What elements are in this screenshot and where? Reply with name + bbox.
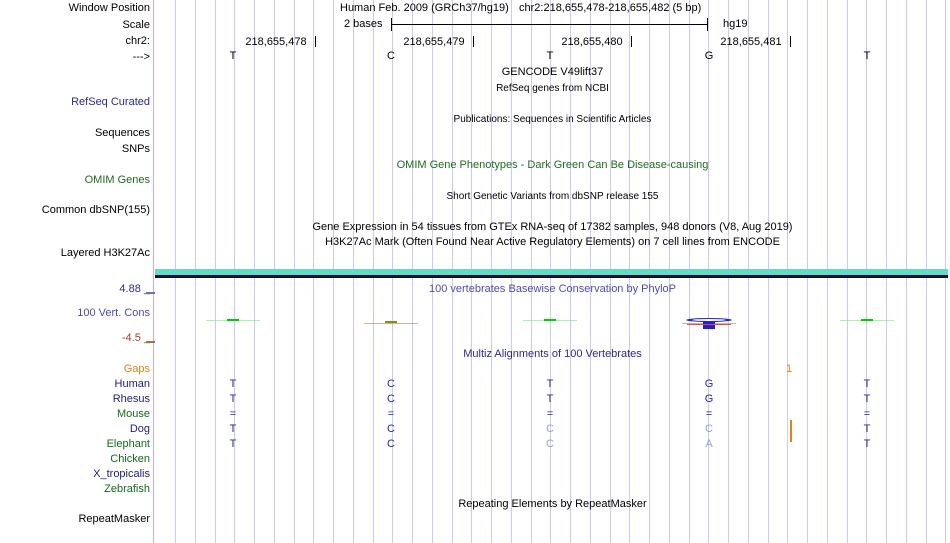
phylop-max-tick xyxy=(146,292,155,294)
alignment-base-mouse: = xyxy=(546,408,554,420)
ruler-coord-label: 218,655,479 xyxy=(403,36,465,48)
scale-bar-tick-left xyxy=(391,18,392,31)
phylop-lens-highlight xyxy=(692,319,726,321)
phylop-bar[interactable] xyxy=(544,319,556,321)
ruler-coord-label: 218,655,481 xyxy=(720,36,782,48)
ruler-base-letter: T xyxy=(229,50,237,62)
track-title-publications[interactable]: Publications: Sequences in Scientific Ar… xyxy=(453,114,652,125)
alignment-base-human: T xyxy=(546,378,554,390)
phylop-min-tick xyxy=(146,341,155,343)
track-title-repeatmasker-title[interactable]: Repeating Elements by RepeatMasker xyxy=(458,498,647,510)
track-title-h3k27ac-desc[interactable]: H3K27Ac Mark (Often Found Near Active Re… xyxy=(325,236,780,248)
scale-bar-tick-right xyxy=(707,18,708,31)
assembly-short-label: hg19 xyxy=(723,18,748,30)
ruler-base-letter: C xyxy=(387,50,395,62)
assembly-title: Human Feb. 2009 (GRCh37/hg19) xyxy=(340,2,509,14)
side-label-dog[interactable]: Dog xyxy=(129,423,150,435)
side-label-rhesus[interactable]: Rhesus xyxy=(112,393,150,405)
gaps-count-label[interactable]: 1 xyxy=(785,363,793,375)
alignment-base-elephant: A xyxy=(705,438,713,450)
side-label-phylop-max[interactable]: 4.88 _ xyxy=(119,283,150,295)
alignment-base-elephant: C xyxy=(387,438,395,450)
side-label-scale[interactable]: Scale xyxy=(122,19,150,31)
side-label-repeatmasker[interactable]: RepeatMasker xyxy=(78,513,150,525)
alignment-base-elephant: T xyxy=(229,438,237,450)
track-title-phylop-title[interactable]: 100 vertebrates Basewise Conservation by… xyxy=(428,283,677,295)
alignment-base-human: C xyxy=(387,378,395,390)
left-boundary-rule xyxy=(153,0,154,543)
ruler-coord-label: 218,655,478 xyxy=(245,36,307,48)
side-label-sequences[interactable]: Sequences xyxy=(94,127,150,139)
side-label-human[interactable]: Human xyxy=(114,378,150,390)
ruler-base-letter: T xyxy=(863,50,871,62)
alignment-base-dog: C xyxy=(705,423,713,435)
track-title-multiz-title[interactable]: Multiz Alignments of 100 Vertebrates xyxy=(463,348,642,360)
alignment-base-dog: T xyxy=(863,423,871,435)
side-label-zebrafish[interactable]: Zebrafish xyxy=(104,483,150,495)
ruler-tick xyxy=(631,36,632,47)
alignment-base-human: G xyxy=(704,378,714,390)
ruler-tick xyxy=(315,36,316,47)
position-text: chr2:218,655,478-218,655,482 (5 bp) xyxy=(519,2,702,14)
side-label-phylop-min[interactable]: -4.5 _ xyxy=(121,332,150,344)
ruler-base-letter: T xyxy=(546,50,554,62)
scale-label: 2 bases xyxy=(344,18,383,30)
alignment-base-dog: T xyxy=(229,423,237,435)
alignment-base-rhesus: T xyxy=(546,393,554,405)
side-label-layered-h3k27ac[interactable]: Layered H3K27Ac xyxy=(60,247,150,259)
side-label-chrom[interactable]: chr2: xyxy=(125,35,150,47)
alignment-base-mouse: = xyxy=(387,408,395,420)
alignment-base-rhesus: T xyxy=(229,393,237,405)
phylop-bar[interactable] xyxy=(861,319,873,321)
alignment-base-dog: C xyxy=(387,423,395,435)
alignment-base-mouse: = xyxy=(705,408,713,420)
alignment-base-human: T xyxy=(229,378,237,390)
phylop-bar[interactable] xyxy=(227,319,239,321)
track-title-dbsnp[interactable]: Short Genetic Variants from dbSNP releas… xyxy=(446,191,659,202)
ruler-tick xyxy=(790,36,791,47)
scale-bar-line xyxy=(391,24,707,25)
side-label-omim-genes[interactable]: OMIM Genes xyxy=(84,174,150,186)
h3k27ac-signal-bar[interactable] xyxy=(155,269,948,275)
track-title-gencode[interactable]: GENCODE V49lift37 xyxy=(501,66,604,78)
side-label-strand[interactable]: ---> xyxy=(132,51,150,63)
side-label-elephant[interactable]: Elephant xyxy=(106,438,150,450)
track-title-gtex[interactable]: Gene Expression in 54 tissues from GTEx … xyxy=(312,221,793,233)
side-label-refseq-curated[interactable]: RefSeq Curated xyxy=(71,96,150,108)
alignment-base-rhesus: G xyxy=(704,393,714,405)
side-label-mouse[interactable]: Mouse xyxy=(116,408,150,420)
side-label-snps[interactable]: SNPs xyxy=(121,143,150,155)
phylop-negative-edge xyxy=(687,324,731,325)
alignment-base-mouse: = xyxy=(229,408,237,420)
side-label-chicken[interactable]: Chicken xyxy=(110,453,150,465)
alignment-base-human: T xyxy=(863,378,871,390)
side-label-x-tropicalis[interactable]: X_tropicalis xyxy=(93,468,150,480)
phylop-bar[interactable] xyxy=(385,321,397,323)
ruler-tick xyxy=(473,36,474,47)
ruler-coord-label: 218,655,480 xyxy=(561,36,623,48)
track-title-omim[interactable]: OMIM Gene Phenotypes - Dark Green Can Be… xyxy=(396,159,709,171)
alignment-base-elephant: T xyxy=(863,438,871,450)
h3k27ac-baseline xyxy=(155,275,948,278)
side-label-column: Window Position Scale chr2: ---> RefSeq Cura… xyxy=(0,0,153,543)
alignment-gap-bar[interactable] xyxy=(790,420,792,442)
alignment-base-rhesus: T xyxy=(863,393,871,405)
alignment-base-dog: C xyxy=(546,423,554,435)
alignment-base-elephant: C xyxy=(546,438,554,450)
side-label-vert-cons[interactable]: 100 Vert. Cons xyxy=(77,307,150,319)
side-label-window-position[interactable]: Window Position xyxy=(68,2,150,14)
alignment-base-mouse: = xyxy=(863,408,871,420)
track-title-refseq-ncbi[interactable]: RefSeq genes from NCBI xyxy=(496,83,609,94)
phylop-bar[interactable] xyxy=(703,321,715,329)
phylop-whisker xyxy=(364,323,418,324)
side-label-common-dbsnp[interactable]: Common dbSNP(155) xyxy=(41,204,150,216)
ruler-base-letter: G xyxy=(704,50,714,62)
side-label-gaps[interactable]: Gaps xyxy=(123,363,150,375)
alignment-base-rhesus: C xyxy=(387,393,395,405)
